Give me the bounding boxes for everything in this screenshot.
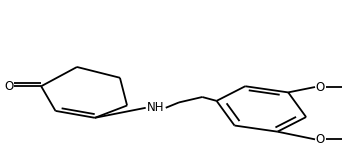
Text: NH: NH	[147, 101, 164, 114]
Text: O: O	[316, 133, 325, 146]
Text: O: O	[316, 81, 325, 93]
Text: O: O	[4, 80, 14, 93]
